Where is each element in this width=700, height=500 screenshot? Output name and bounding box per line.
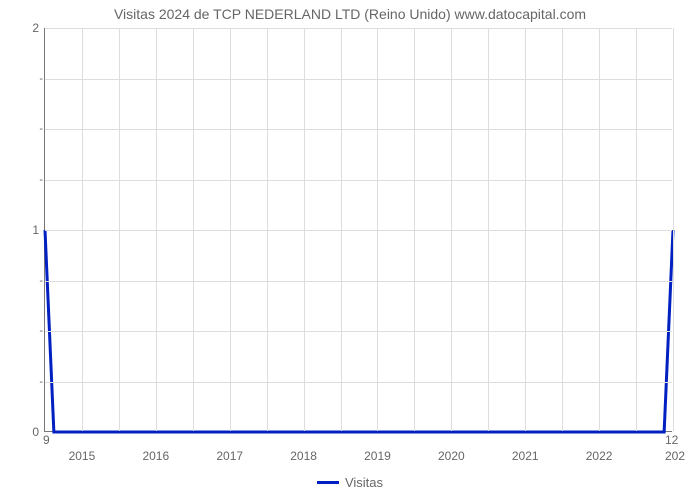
legend-swatch [317, 481, 339, 484]
x-tick-label: 2016 [142, 431, 169, 463]
gridline-horizontal [45, 180, 672, 181]
y-minor-tick: - [39, 76, 45, 82]
x-tick-label: 2022 [586, 431, 613, 463]
chart-container: { "chart": { "type": "line", "title": "V… [0, 0, 700, 500]
y-tick-label: 2 [32, 21, 45, 35]
legend: Visitas [0, 472, 700, 490]
x-tick-label: 2015 [69, 431, 96, 463]
y-tick-label: 1 [32, 223, 45, 237]
x-tick-label: 2021 [512, 431, 539, 463]
y-minor-tick: - [39, 328, 45, 334]
x-tick-label: 2017 [216, 431, 243, 463]
gridline-horizontal [45, 28, 672, 29]
legend-label: Visitas [345, 475, 383, 490]
x-tick-label: 2020 [438, 431, 465, 463]
gridline-horizontal [45, 331, 672, 332]
x-tick-label: 2019 [364, 431, 391, 463]
y-minor-tick: - [39, 126, 45, 132]
x-edge-label-right: 12 [665, 431, 678, 447]
legend-item-visitas: Visitas [317, 475, 383, 490]
y-minor-tick: - [39, 379, 45, 385]
gridline-horizontal [45, 79, 672, 80]
chart-title: Visitas 2024 de TCP NEDERLAND LTD (Reino… [0, 6, 700, 22]
x-tick-label: 2018 [290, 431, 317, 463]
y-minor-tick: - [39, 177, 45, 183]
gridline-horizontal [45, 230, 672, 231]
gridline-horizontal [45, 281, 672, 282]
gridline-vertical [673, 28, 674, 431]
plot-area: 012------2015201620172018201920202021202… [44, 28, 672, 432]
y-minor-tick: - [39, 278, 45, 284]
gridline-horizontal [45, 129, 672, 130]
x-edge-label-left: 9 [43, 431, 50, 447]
gridline-horizontal [45, 382, 672, 383]
